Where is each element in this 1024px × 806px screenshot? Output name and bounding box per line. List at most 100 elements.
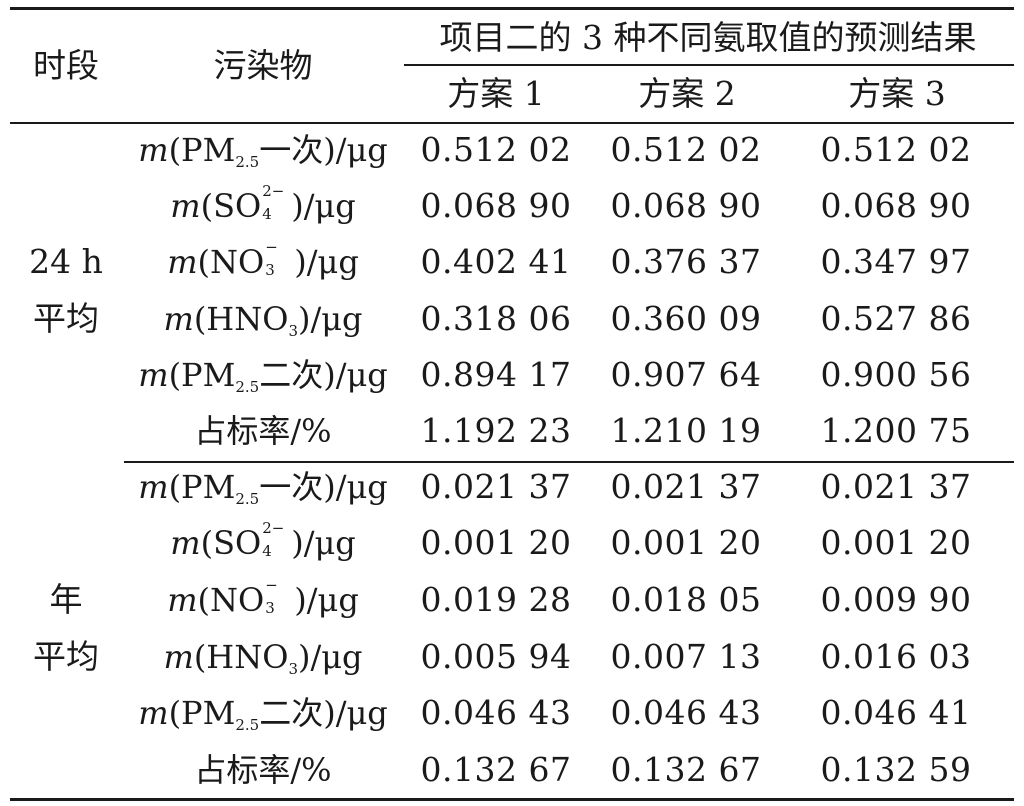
value-cell: 0.900 56 xyxy=(820,355,972,394)
value-cell: 0.068 90 xyxy=(610,186,762,225)
mass-symbol: m xyxy=(138,356,169,394)
value-cell: 1.192 23 xyxy=(420,411,572,450)
value-cell: 1.200 75 xyxy=(820,411,972,450)
pollutant-suffix: )/μg xyxy=(297,300,363,338)
header-period: 时段 xyxy=(33,46,99,85)
ion-charge-script: 2− 4 xyxy=(261,184,291,223)
value-cell: 0.347 97 xyxy=(820,242,972,281)
pollutant-suffix: )/μg xyxy=(291,187,356,225)
value-cell: 0.318 06 xyxy=(420,299,572,338)
header-pollutant: 污染物 xyxy=(213,46,313,85)
pollutant-suffix: 一次)/μg xyxy=(259,468,388,506)
pollutant-prefix: (SO xyxy=(200,524,262,562)
mass-symbol: m xyxy=(138,468,169,506)
pollutant-prefix: (PM xyxy=(168,131,236,169)
pollutant-prefix: (HNO xyxy=(193,638,289,676)
mass-symbol: m xyxy=(138,131,169,169)
formula-subscript: 2.5 xyxy=(235,378,260,396)
ion-charge: − xyxy=(265,238,278,256)
formula-subscript: 2.5 xyxy=(235,490,260,508)
pollutant-prefix: (PM xyxy=(168,694,236,732)
ion-charge-script: −3 xyxy=(264,578,294,617)
value-cell: 0.376 37 xyxy=(610,242,762,281)
pollutant-cell: m(PM2.5一次)/μg xyxy=(138,467,388,507)
value-cell: 0.512 02 xyxy=(820,130,972,169)
pollutant-label: 占标率/% xyxy=(194,751,332,789)
value-cell: 0.001 20 xyxy=(420,523,572,562)
value-cell: 0.018 05 xyxy=(610,580,762,619)
section-divider-rule xyxy=(124,461,1014,463)
value-cell: 0.005 94 xyxy=(420,637,572,676)
bottom-rule xyxy=(10,798,1014,801)
value-cell: 0.046 43 xyxy=(420,693,572,732)
header-scheme-1: 方案 1 xyxy=(447,74,545,113)
mass-symbol: m xyxy=(170,187,201,225)
pollutant-suffix: 二次)/μg xyxy=(259,356,388,394)
pollutant-cell: 占标率/% xyxy=(194,750,331,790)
value-cell: 0.001 20 xyxy=(610,523,762,562)
value-cell: 0.132 67 xyxy=(610,750,762,789)
period-label-line2: 平均 xyxy=(33,637,99,676)
pollutant-cell: m(SO 2− 4)/μg xyxy=(170,521,356,563)
value-cell: 0.019 28 xyxy=(420,580,572,619)
mass-symbol: m xyxy=(138,694,169,732)
pollutant-cell: m(PM2.5二次)/μg xyxy=(138,355,388,395)
period-label-line1: 24 h xyxy=(29,242,103,281)
ion-subscript: 3 xyxy=(265,261,275,279)
pollutant-suffix: 二次)/μg xyxy=(259,694,388,732)
pollutant-suffix: )/μg xyxy=(297,638,363,676)
ion-subscript: 4 xyxy=(262,205,272,223)
pollutant-suffix: )/μg xyxy=(294,581,359,619)
formula-subscript: 3 xyxy=(288,660,298,678)
pollutant-prefix: (PM xyxy=(168,356,236,394)
value-cell: 0.068 90 xyxy=(820,186,972,225)
pollutant-suffix: )/μg xyxy=(291,524,356,562)
pollutant-suffix: )/μg xyxy=(294,243,359,281)
pollutant-label: 占标率/% xyxy=(194,412,332,450)
mass-symbol: m xyxy=(170,524,201,562)
value-cell: 0.512 02 xyxy=(610,130,762,169)
pollutant-cell: m(PM2.5二次)/μg xyxy=(138,693,388,733)
mass-symbol: m xyxy=(167,243,198,281)
ion-charge: − xyxy=(265,576,278,594)
pollutant-cell: m(PM2.5一次)/μg xyxy=(138,130,388,170)
value-cell: 0.132 59 xyxy=(820,750,972,789)
formula-subscript: 2.5 xyxy=(235,153,260,171)
value-cell: 0.907 64 xyxy=(610,355,762,394)
period-label-line2: 平均 xyxy=(33,299,99,338)
top-rule xyxy=(10,7,1014,10)
ion-charge-script: 2− 4 xyxy=(261,521,291,560)
pollutant-cell: m(NO −3)/μg xyxy=(167,578,359,620)
mass-symbol: m xyxy=(163,638,194,676)
ion-charge: 2− xyxy=(262,182,285,200)
header-bottom-rule xyxy=(10,122,1014,124)
formula-subscript: 2.5 xyxy=(235,716,260,734)
formula-subscript: 3 xyxy=(288,322,298,340)
value-cell: 0.360 09 xyxy=(610,299,762,338)
value-cell: 1.210 19 xyxy=(610,411,762,450)
header-group-title: 项目二的 3 种不同氨取值的预测结果 xyxy=(439,18,977,57)
value-cell: 0.021 37 xyxy=(420,467,572,506)
value-cell: 0.046 41 xyxy=(820,693,972,732)
value-cell: 0.046 43 xyxy=(610,693,762,732)
ion-subscript: 3 xyxy=(265,599,275,617)
pollutant-prefix: (PM xyxy=(168,468,236,506)
value-cell: 0.001 20 xyxy=(820,523,972,562)
ion-subscript: 4 xyxy=(262,542,272,560)
value-cell: 0.527 86 xyxy=(820,299,972,338)
pollutant-cell: 占标率/% xyxy=(194,411,331,451)
mass-symbol: m xyxy=(167,581,198,619)
mass-symbol: m xyxy=(163,300,194,338)
pollutant-prefix: (HNO xyxy=(193,300,289,338)
ion-charge-script: −3 xyxy=(264,240,294,279)
ion-charge: 2− xyxy=(262,519,285,537)
value-cell: 0.402 41 xyxy=(420,242,572,281)
value-cell: 0.068 90 xyxy=(420,186,572,225)
pollutant-prefix: (NO xyxy=(197,243,265,281)
period-label-line1: 年 xyxy=(49,580,83,619)
value-cell: 0.016 03 xyxy=(820,637,972,676)
pollutant-prefix: (SO xyxy=(200,187,262,225)
pollutant-prefix: (NO xyxy=(197,581,265,619)
pollutant-suffix: 一次)/μg xyxy=(259,131,388,169)
value-cell: 0.009 90 xyxy=(820,580,972,619)
